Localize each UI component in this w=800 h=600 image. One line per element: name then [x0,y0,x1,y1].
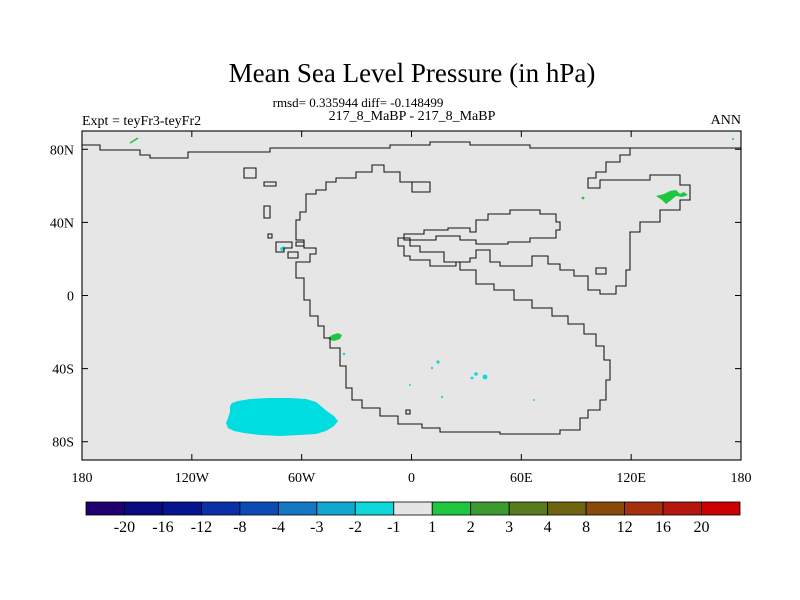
colorbar-label: 2 [467,519,475,536]
y-tick-label: 40S [52,363,74,378]
map-panel [81,130,742,461]
colorbar-label: -2 [349,519,362,536]
coast-tethys-north-shore [412,181,431,193]
coast-small-island-6 [295,241,305,247]
colorbar-swatch [662,501,702,516]
colorbar-swatch [316,501,356,516]
colorbar-label: -8 [233,519,246,536]
anomaly-south-america-high [328,333,342,341]
colorbar-label: 20 [694,519,710,536]
colorbar-swatch [393,501,433,516]
colorbar-swatch [585,501,625,516]
right-label: ANN [711,113,741,128]
y-axis: 80N 40N 0 40S 80S [50,143,741,451]
y-tick-label: 80N [50,143,74,158]
colorbar-swatch [124,501,164,516]
x-tick-label: 180 [72,471,93,486]
colorbar-label: 1 [428,519,436,536]
coast-small-island-2 [263,181,277,187]
colorbar-swatch [354,501,395,516]
colorbar-label: -20 [114,519,135,536]
coast-small-island-3 [263,205,271,219]
x-tick-label: 60E [510,471,533,486]
colorbar-label: 3 [505,519,513,536]
colorbar-swatch [162,501,202,516]
colorbar-swatch [431,501,472,516]
colorbar-swatch [239,501,279,516]
coast-northern-pangaea [82,141,741,159]
x-tick-label: 0 [408,471,415,486]
colorbar-swatch [547,501,587,516]
colorbar-label: 12 [617,519,633,536]
coast-small-island-1 [243,167,257,179]
colorbar-swatch [470,501,510,516]
chart-title: Mean Sea Level Pressure (in hPa) [229,58,596,88]
anomaly-green-specks [581,138,734,200]
coast-inner-basin [403,209,561,245]
anomaly-south-atlantic-specks [342,352,535,401]
coastlines [82,141,741,435]
x-tick-label: 120E [616,471,646,486]
x-axis: 180 120W 60W 0 60E 120E 180 [72,131,752,486]
colorbar-swatch [701,501,741,516]
colorbar-label: -3 [310,519,323,536]
y-tick-label: 80S [52,436,74,451]
colorbar-label: -12 [191,519,212,536]
stats-label: rmsd= 0.335944 diff= -0.148499 [273,95,444,110]
x-tick-label: 60W [288,471,316,486]
coast-small-island-9 [405,409,411,415]
colorbar-label: 16 [655,519,671,536]
left-label: Expt = teyFr3-teyFr2 [82,114,201,129]
coast-small-island-8 [595,267,607,275]
colorbar-swatch [277,501,318,516]
x-tick-label: 120W [175,471,210,486]
y-tick-label: 0 [67,290,74,305]
colorbar-swatch [201,501,241,516]
anomaly-east-asia-high [656,190,688,204]
colorbar-label: -1 [387,519,400,536]
colorbar-label: 8 [582,519,590,536]
coast-main-continent [295,148,691,435]
coast-small-island-4 [267,233,273,239]
coast-small-island-7 [287,251,299,259]
x-tick-label: 180 [731,471,752,486]
y-tick-label: 40N [50,216,74,231]
coast-small-island-5 [275,241,293,253]
colorbar-swatch [85,501,125,516]
anomaly-arctic-high [129,137,139,144]
anomaly-south-pacific-low [226,398,338,436]
colorbar-swatch [624,501,664,516]
colorbar: -20 -16 -12 -8 -4 -3 -2 -1 1 2 3 4 8 12 16 20 [85,501,741,536]
center-label: 217_8_MaBP - 217_8_MaBP [329,109,496,124]
colorbar-swatch [508,501,549,516]
colorbar-label: -4 [272,519,285,536]
colorbar-label: 4 [544,519,552,536]
colorbar-label: -16 [152,519,173,536]
